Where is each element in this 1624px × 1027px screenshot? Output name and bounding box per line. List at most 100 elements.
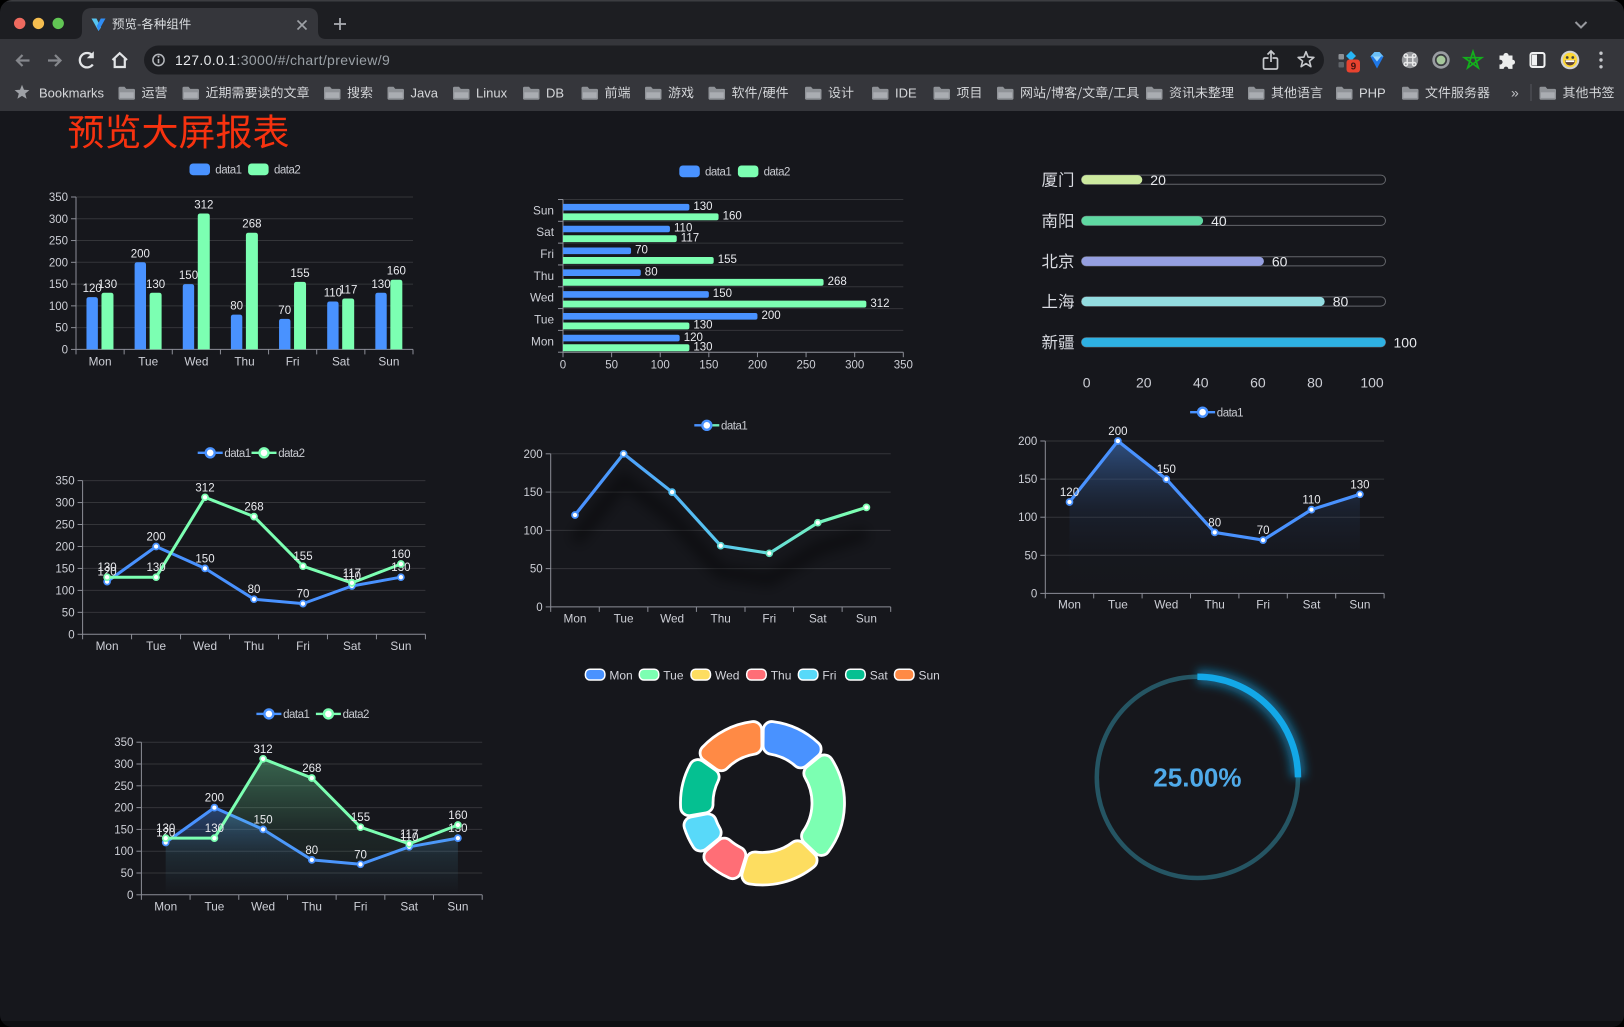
svg-text:data1: data1 — [721, 420, 747, 432]
svg-text:200: 200 — [114, 803, 133, 815]
svg-text:20: 20 — [1136, 375, 1152, 391]
svg-text:60: 60 — [1272, 254, 1288, 270]
svg-text:Sat: Sat — [400, 900, 418, 914]
svg-text:130: 130 — [98, 562, 117, 574]
svg-text:350: 350 — [49, 192, 68, 204]
svg-text:data2: data2 — [343, 709, 369, 721]
svg-text:117: 117 — [681, 232, 699, 244]
svg-text:0: 0 — [536, 602, 542, 614]
svg-text:0: 0 — [560, 360, 566, 372]
svg-text:Fri: Fri — [1256, 598, 1270, 612]
svg-text:130: 130 — [146, 279, 165, 291]
svg-text:Mon: Mon — [531, 334, 554, 348]
svg-text:70: 70 — [278, 305, 291, 317]
svg-text:Mon: Mon — [89, 355, 112, 369]
svg-text:70: 70 — [1257, 525, 1270, 537]
svg-text:150: 150 — [254, 814, 273, 826]
svg-text:80: 80 — [1333, 294, 1349, 310]
svg-text:130: 130 — [448, 823, 467, 835]
svg-text:50: 50 — [55, 323, 68, 335]
svg-text:150: 150 — [55, 563, 74, 575]
svg-text:Tue: Tue — [614, 612, 634, 626]
svg-text:150: 150 — [49, 279, 68, 291]
svg-text:160: 160 — [448, 810, 467, 822]
svg-text:50: 50 — [62, 607, 75, 619]
svg-text:80: 80 — [1307, 375, 1323, 391]
svg-text:150: 150 — [1157, 464, 1176, 476]
svg-text:Wed: Wed — [660, 612, 684, 626]
svg-text:DB: DB — [546, 85, 564, 100]
svg-text:Wed: Wed — [715, 668, 739, 682]
svg-text:130: 130 — [98, 279, 117, 291]
svg-text:70: 70 — [354, 849, 367, 861]
svg-text:300: 300 — [114, 759, 133, 771]
svg-text:0: 0 — [62, 344, 68, 356]
svg-text:100: 100 — [55, 585, 74, 597]
svg-text:Wed: Wed — [251, 900, 275, 914]
svg-text:110: 110 — [324, 288, 342, 300]
svg-text:350: 350 — [114, 737, 133, 749]
svg-text:268: 268 — [244, 502, 263, 514]
svg-text:150: 150 — [713, 288, 732, 300]
svg-text:250: 250 — [55, 520, 74, 532]
svg-text:Thu: Thu — [771, 668, 792, 682]
svg-text:0: 0 — [1031, 588, 1037, 600]
svg-text:160: 160 — [723, 211, 742, 223]
svg-text:80: 80 — [305, 845, 318, 857]
svg-text:Thu: Thu — [711, 612, 731, 626]
svg-text:200: 200 — [762, 310, 781, 322]
svg-text:70: 70 — [297, 589, 310, 601]
svg-text:Sun: Sun — [919, 668, 940, 682]
svg-text:150: 150 — [114, 824, 133, 836]
svg-text:120: 120 — [684, 332, 703, 344]
svg-text:100: 100 — [1394, 335, 1418, 351]
svg-text:100: 100 — [1018, 512, 1037, 524]
svg-text:130: 130 — [147, 562, 166, 574]
svg-text:data1: data1 — [705, 167, 731, 179]
svg-text:130: 130 — [1350, 479, 1369, 491]
svg-text:110: 110 — [1302, 495, 1320, 507]
svg-text:110: 110 — [674, 223, 692, 235]
svg-text:200: 200 — [205, 793, 224, 805]
svg-text:160: 160 — [391, 549, 410, 561]
svg-text:150: 150 — [195, 553, 214, 565]
svg-text:Sun: Sun — [378, 355, 399, 369]
svg-text:300: 300 — [55, 498, 74, 510]
svg-text:Thu: Thu — [234, 355, 254, 369]
svg-text:Fri: Fri — [822, 668, 836, 682]
svg-text:350: 350 — [894, 360, 913, 372]
svg-text:Fri: Fri — [354, 900, 368, 914]
svg-text:50: 50 — [121, 868, 134, 880]
svg-text:312: 312 — [254, 744, 273, 756]
svg-text:268: 268 — [302, 763, 321, 775]
svg-text:50: 50 — [605, 360, 618, 372]
svg-text:Linux: Linux — [476, 85, 508, 100]
svg-text:data1: data1 — [215, 165, 241, 177]
svg-text:Bookmarks: Bookmarks — [39, 85, 105, 100]
svg-text:200: 200 — [147, 532, 166, 544]
svg-text:Fri: Fri — [540, 247, 554, 261]
svg-text:50: 50 — [1025, 550, 1038, 562]
svg-text:Mon: Mon — [1058, 598, 1081, 612]
svg-text:120: 120 — [83, 283, 102, 295]
svg-text:Java: Java — [411, 85, 439, 100]
svg-text:200: 200 — [1018, 436, 1037, 448]
svg-text:Thu: Thu — [302, 900, 322, 914]
svg-text:100: 100 — [49, 301, 68, 313]
svg-text:Mon: Mon — [96, 639, 119, 653]
svg-text:80: 80 — [230, 301, 243, 313]
svg-text:155: 155 — [718, 254, 737, 266]
svg-text:250: 250 — [49, 236, 68, 248]
svg-text:50: 50 — [530, 564, 543, 576]
svg-text:Sat: Sat — [809, 612, 827, 626]
svg-text:Sun: Sun — [390, 639, 411, 653]
svg-text:300: 300 — [845, 360, 864, 372]
svg-text:100: 100 — [524, 525, 543, 537]
svg-text:Sun: Sun — [533, 203, 554, 217]
svg-text:Tue: Tue — [146, 639, 166, 653]
svg-text:data2: data2 — [278, 448, 304, 460]
svg-text:Tue: Tue — [663, 668, 684, 682]
svg-text:250: 250 — [797, 360, 816, 372]
svg-text:0: 0 — [1083, 375, 1091, 391]
svg-text:130: 130 — [693, 342, 712, 354]
